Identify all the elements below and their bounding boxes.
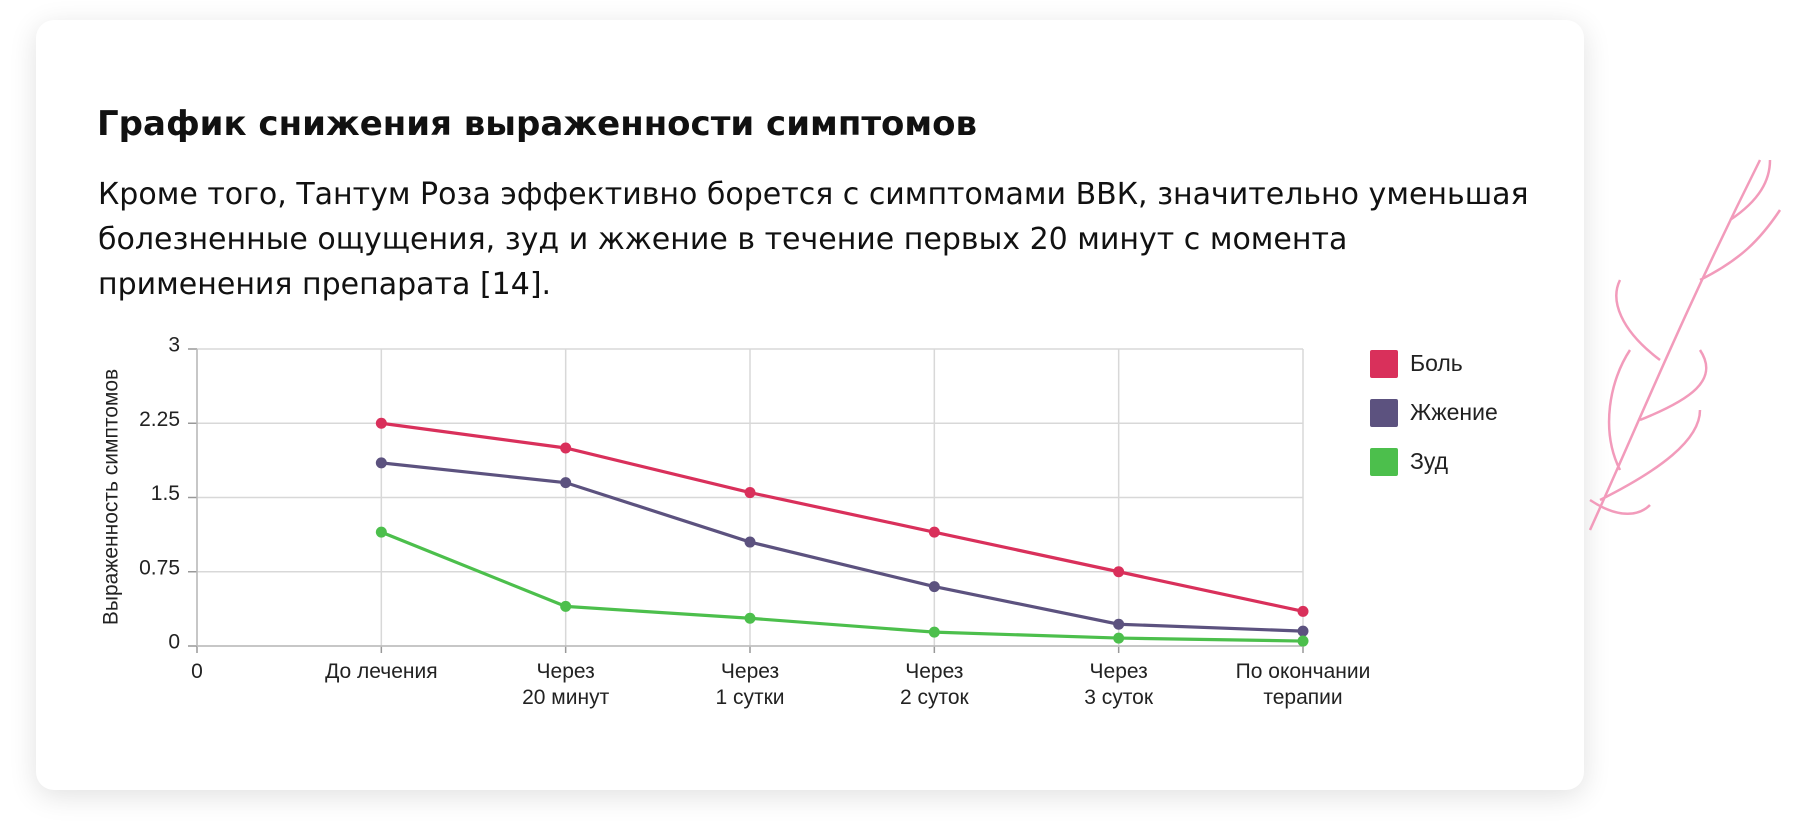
legend-label: Жжение <box>1410 399 1498 425</box>
point <box>928 626 940 638</box>
x-tick-label: По окончании терапии <box>1235 660 1371 709</box>
x-tick-label: Через 1 сутки <box>715 660 785 709</box>
legend-label: Боль <box>1410 350 1463 376</box>
series-line <box>381 421 1304 613</box>
point <box>1297 635 1309 647</box>
x-tick-label: Через 3 суток <box>1084 660 1154 709</box>
series-line <box>380 530 1304 643</box>
paragraph: Кроме того, Тантум Роза эффективно борет… <box>98 177 1529 302</box>
x-tick-label: Через 2 суток <box>899 660 969 709</box>
point <box>560 600 572 612</box>
x-tick-label: Через 20 минут <box>522 660 610 709</box>
point <box>1113 618 1125 630</box>
legend-swatch <box>1370 399 1398 427</box>
y-tick-label: 3 <box>168 334 180 357</box>
point <box>744 536 756 548</box>
point <box>744 612 756 624</box>
y-tick-label: 0 <box>168 631 180 654</box>
legend-label: Зуд <box>1410 448 1449 474</box>
point <box>560 442 572 454</box>
point <box>1113 566 1125 578</box>
legend-swatch <box>1370 448 1398 476</box>
legend-swatch <box>1370 350 1398 378</box>
series-line <box>381 461 1304 633</box>
point <box>375 417 387 429</box>
y-tick-label: 0.75 <box>139 556 180 579</box>
point <box>928 581 940 593</box>
title: График снижения выраженности симптомов <box>97 104 978 144</box>
card <box>36 20 1584 790</box>
point <box>1297 605 1309 617</box>
point <box>560 477 572 489</box>
point <box>375 457 387 469</box>
point <box>1113 632 1125 644</box>
point <box>744 487 756 499</box>
y-axis-label: Выраженность симптомов <box>100 369 123 625</box>
point <box>928 526 940 538</box>
y-tick-label: 1.5 <box>151 482 180 505</box>
point <box>1297 625 1309 637</box>
decoration <box>1588 159 1782 531</box>
y-tick-label: 2.25 <box>139 408 180 431</box>
x-tick-label: До лечения <box>325 660 438 683</box>
point <box>375 526 387 538</box>
x-tick-label: 0 <box>191 660 203 683</box>
